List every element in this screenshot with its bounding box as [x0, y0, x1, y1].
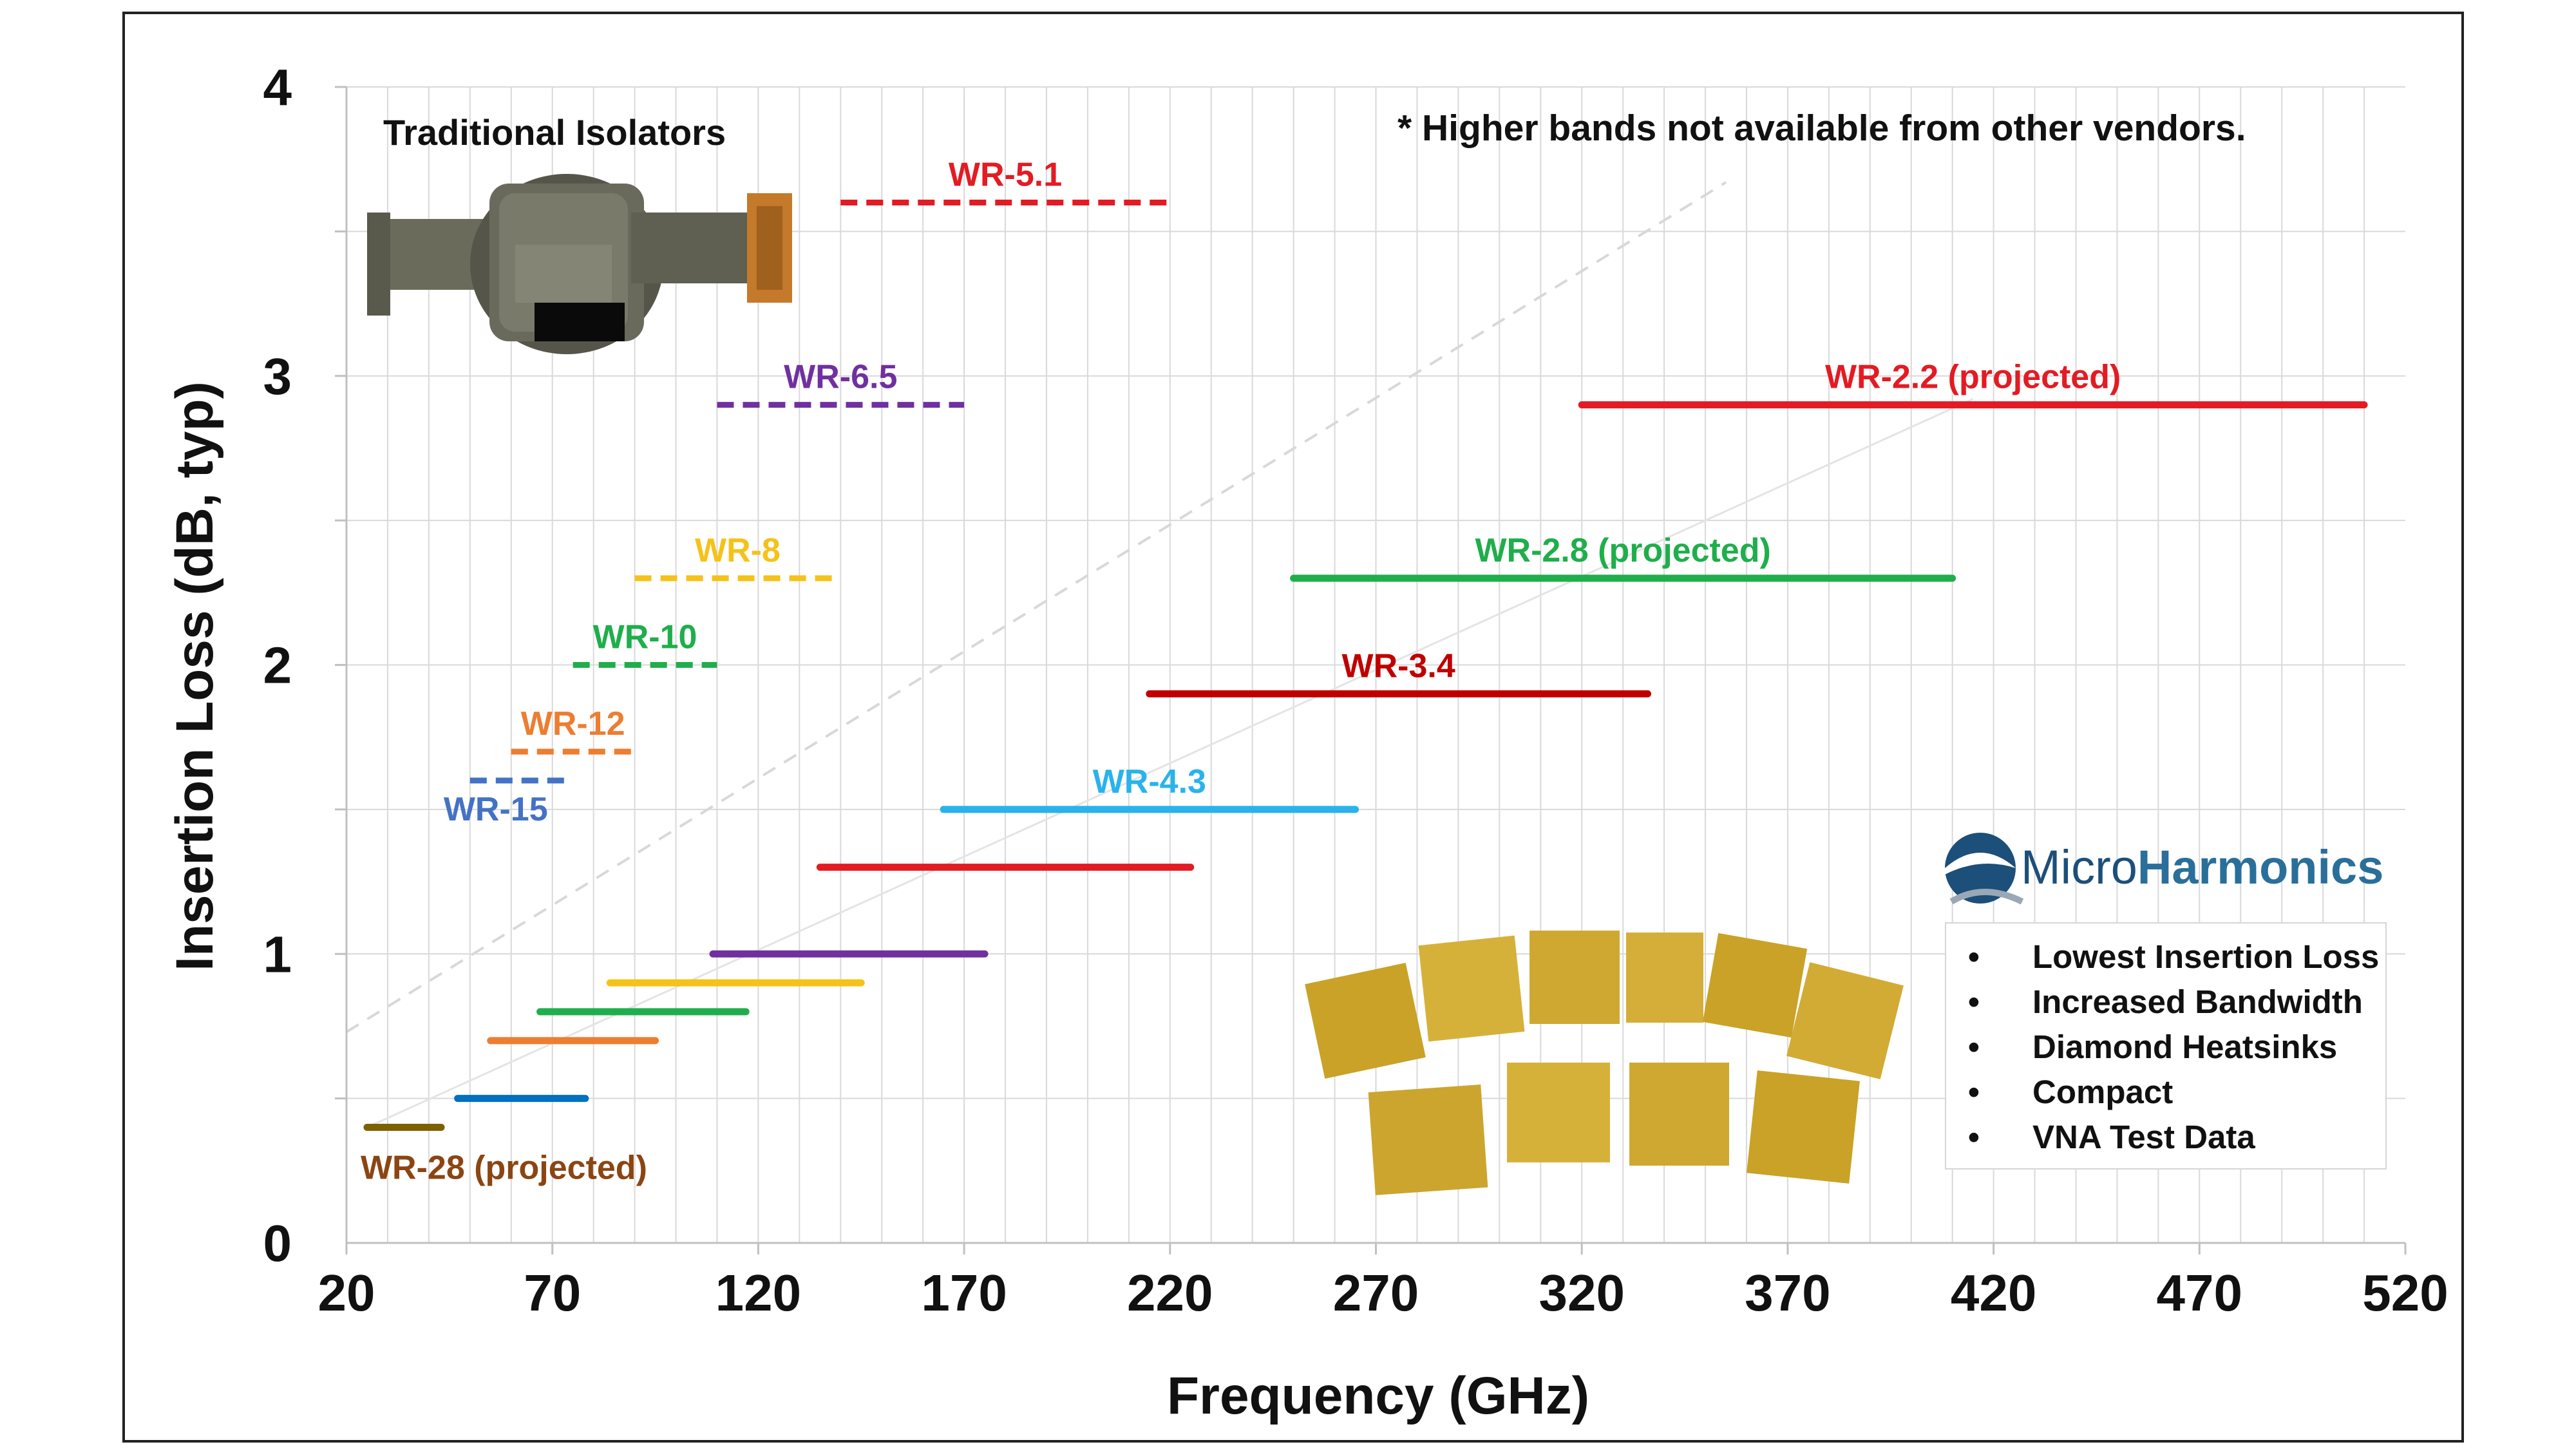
microharmonics-series-label: WR-3.4: [1342, 647, 1455, 685]
x-tick-label: 320: [1539, 1264, 1624, 1321]
x-tick-label: 70: [524, 1264, 581, 1321]
x-tick-label: 170: [921, 1264, 1007, 1321]
x-tick-label: 20: [318, 1264, 375, 1321]
x-tick-label: 220: [1127, 1264, 1213, 1321]
traditional-series-label: WR-5.1: [949, 156, 1062, 194]
trend-line-dashed: [345, 181, 1727, 1034]
y-tick-label: 2: [263, 637, 292, 694]
trend-line-solid: [366, 398, 1974, 1128]
trend-lines: [345, 181, 1974, 1128]
y-tick-label: 1: [263, 925, 292, 983]
x-tick-label: 370: [1745, 1264, 1830, 1321]
axes: [335, 86, 2407, 1255]
traditional-series-label: WR-15: [444, 791, 548, 828]
microharmonics-logo: MicroHarmonics: [1938, 831, 2389, 908]
y-tick-label: 4: [263, 59, 292, 116]
traditional-series-label: WR-12: [521, 705, 625, 743]
brand-name-part2: Harmonics: [2137, 840, 2384, 894]
feature-item: • Compact: [1968, 1074, 2174, 1110]
x-tick-label: 470: [2157, 1264, 2242, 1321]
x-tick-label: 120: [715, 1264, 801, 1321]
microharmonics-series-label: WR-4.3: [1093, 763, 1206, 800]
products-image: [1305, 931, 1904, 1195]
feature-item: • Diamond Heatsinks: [1968, 1028, 2338, 1065]
series-labels: WR-5.1 WR-6.5 WR-8 WR-10 WR-12 WR-15 WR-28 (pr…: [361, 156, 2121, 1187]
x-tick-label: 270: [1333, 1264, 1419, 1321]
x-tick-label: 520: [2362, 1264, 2448, 1321]
tick-labels: 20 70 120 170 220 270 320 370 420 470 520 0 1 2 3 4: [263, 59, 2448, 1321]
feature-item: • Increased Bandwidth: [1968, 983, 2363, 1020]
isolator-image: [367, 174, 792, 354]
microharmonics-series-label: WR-2.2 (projected): [1825, 359, 2121, 396]
figure-frame: [122, 12, 2464, 1443]
y-axis-label: Insertion Loss (dB, typ): [166, 381, 224, 971]
y-tick-label: 3: [263, 348, 292, 405]
series: [363, 200, 2368, 1131]
traditional-series-label: WR-8: [695, 532, 781, 569]
feature-list: • Lowest Insertion Loss • Increased Bandwi…: [1945, 922, 2387, 1170]
brand-name-part1: Micro: [2021, 840, 2137, 894]
feature-item: • Lowest Insertion Loss: [1968, 938, 2380, 975]
traditional-series-label: WR-6.5: [784, 359, 897, 396]
feature-item: • VNA Test Data: [1968, 1119, 2255, 1155]
microharmonics-series-label: WR-28 (projected): [361, 1150, 647, 1187]
y-tick-label: 0: [263, 1215, 292, 1272]
vendor-note: * Higher bands not available from other …: [1397, 108, 2246, 149]
traditional-isolators-label: Traditional Isolators: [383, 112, 726, 153]
microharmonics-series-label: WR-2.8 (projected): [1475, 532, 1770, 569]
microharmonics-logo-icon: [1945, 833, 2024, 905]
grid: [346, 86, 2405, 1243]
x-tick-label: 420: [1951, 1264, 2036, 1321]
traditional-series-label: WR-10: [593, 619, 697, 656]
x-axis-label: Frequency (GHz): [1167, 1367, 1589, 1425]
